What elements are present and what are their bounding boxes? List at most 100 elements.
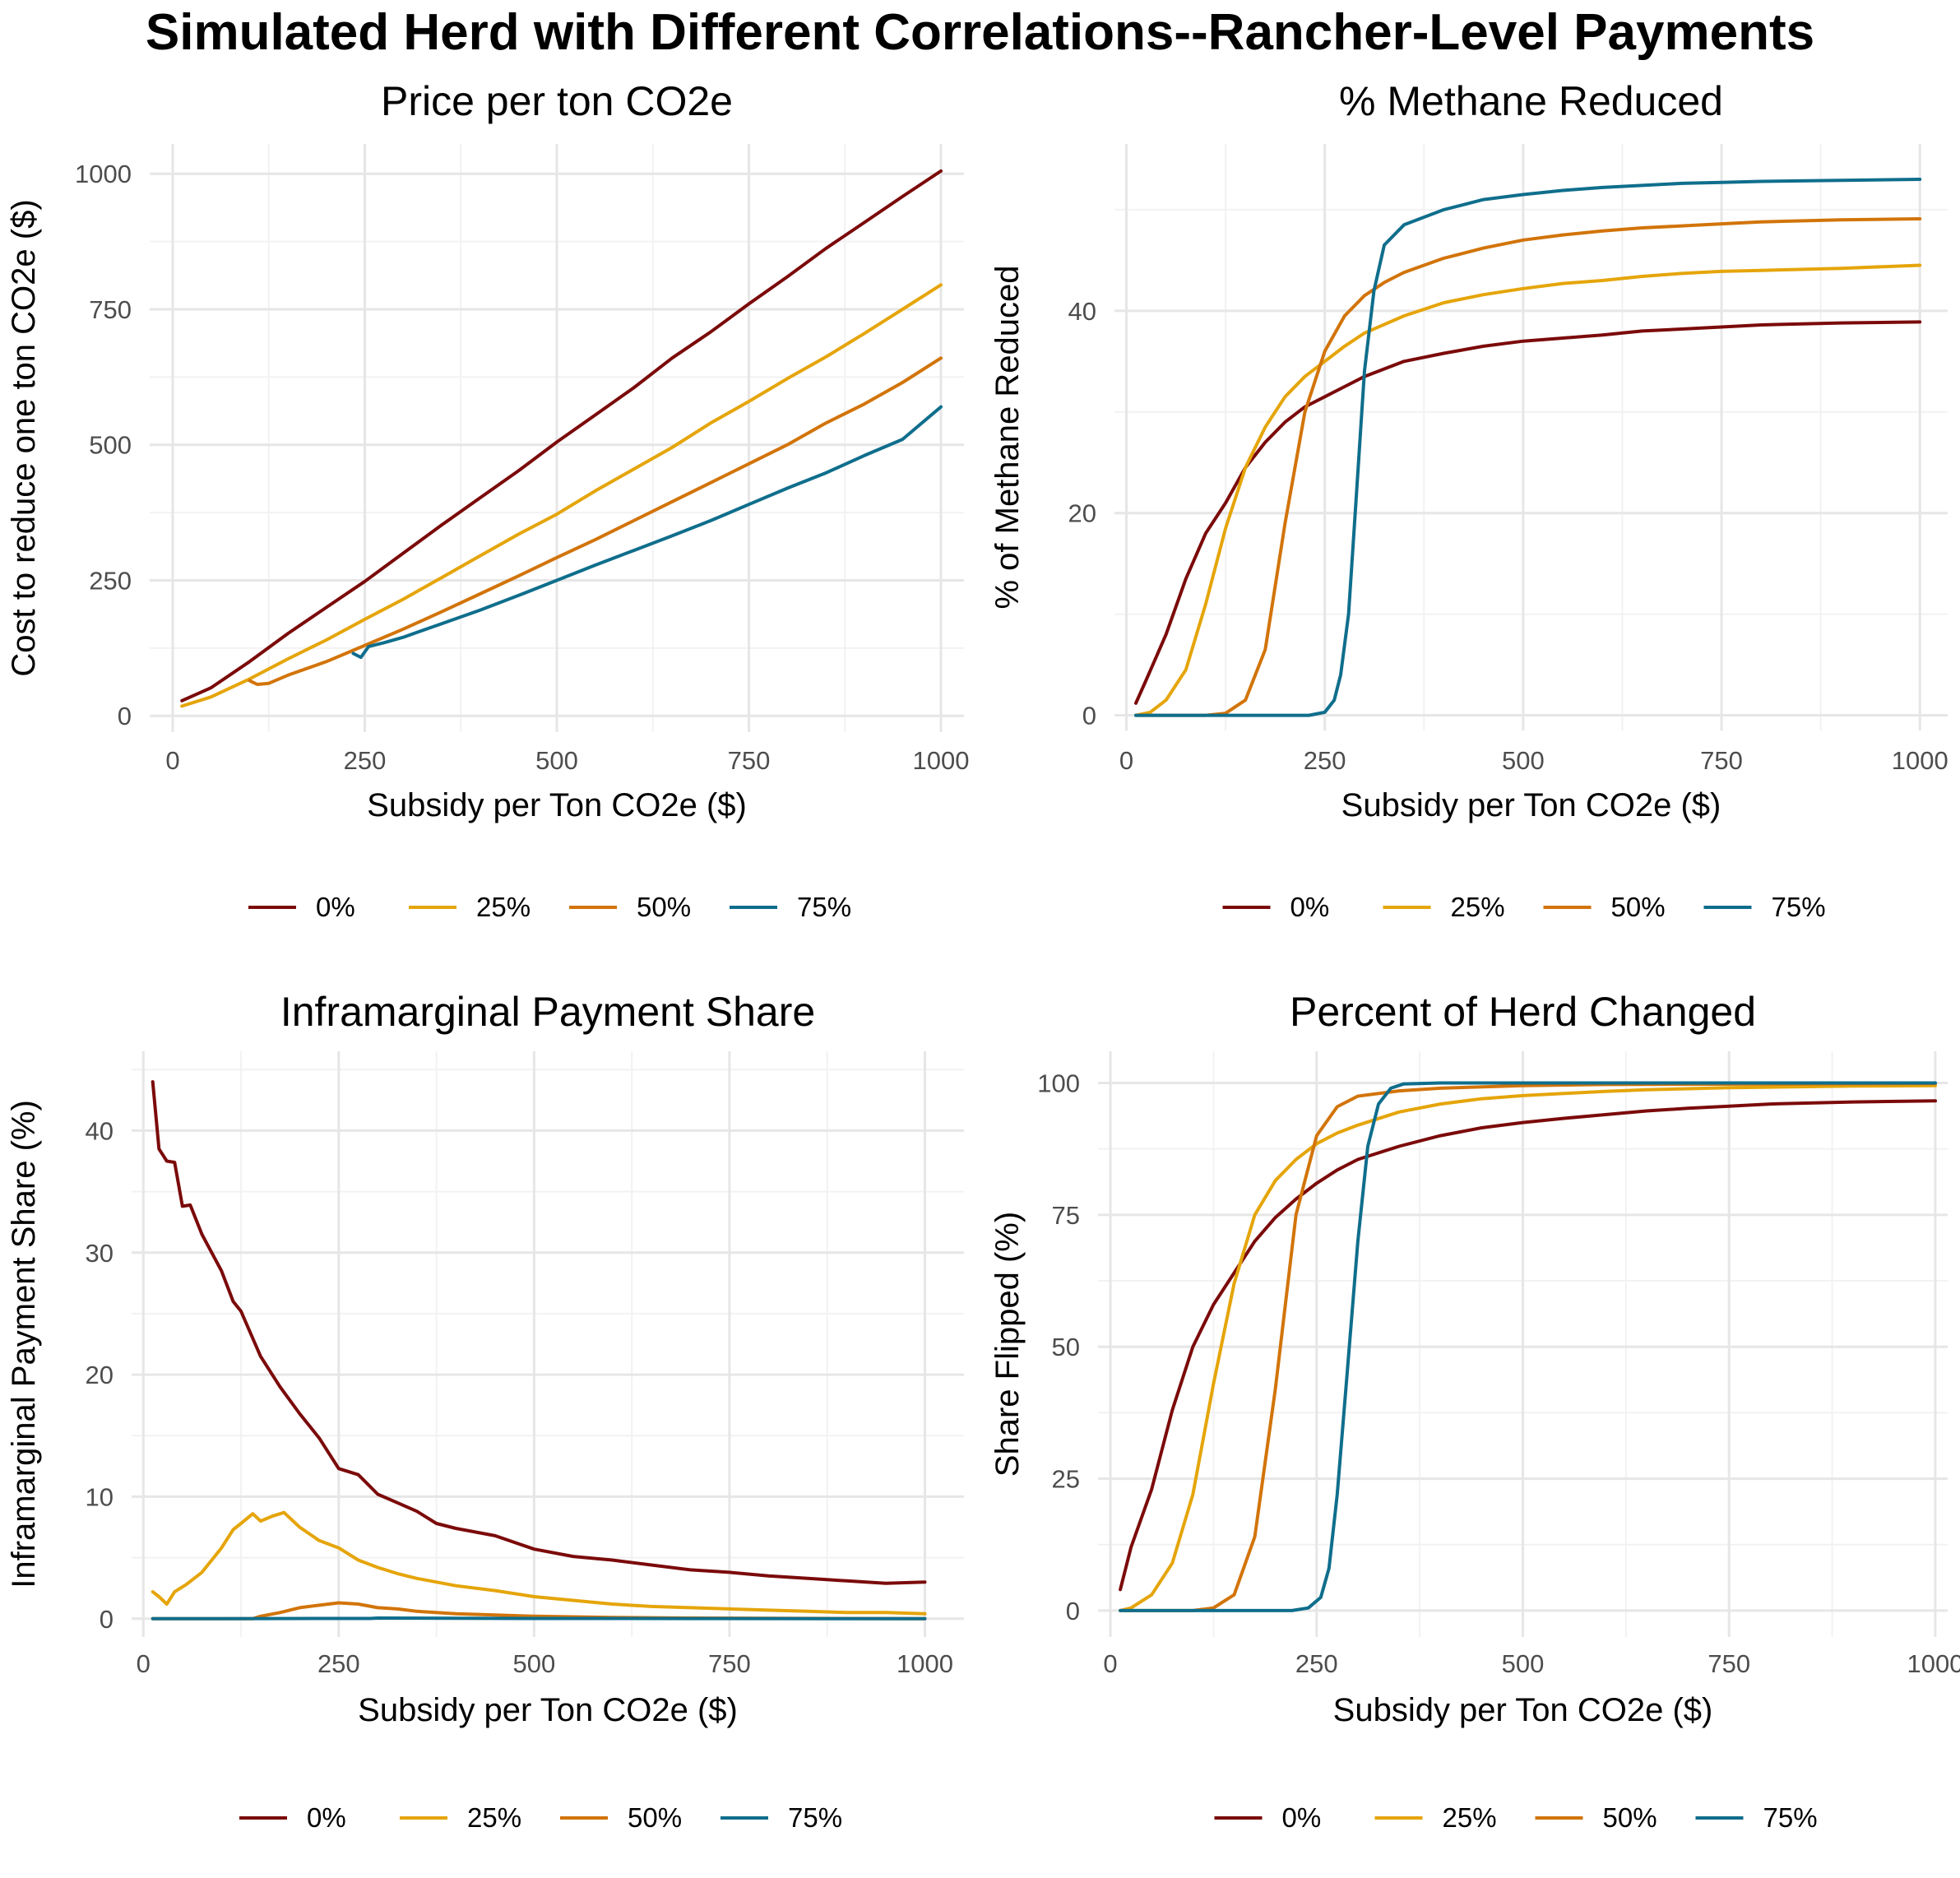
legend-label: 0% — [1282, 1802, 1322, 1833]
x-axis-label: Subsidy per Ton CO2e ($) — [358, 1692, 738, 1728]
x-tick-label: 750 — [1707, 1649, 1750, 1678]
x-tick-label: 500 — [1502, 746, 1545, 775]
y-tick-label: 20 — [86, 1361, 114, 1389]
page-title: Simulated Herd with Different Correlatio… — [145, 4, 1815, 61]
legend-item: 0% — [239, 1802, 346, 1833]
x-tick-label: 500 — [1502, 1649, 1545, 1678]
chart-panel-methane-reduced: 0 250 500 750 1000 0 20 40 % Methane Reduced Subs… — [989, 78, 1948, 922]
legend-item: 75% — [1695, 1802, 1818, 1833]
chart-panel-price-per-ton: 0 250 500 750 1000 0 250 500 750 1000 Price per to… — [6, 78, 969, 922]
legend-label: 75% — [1772, 892, 1826, 922]
legend-label: 25% — [467, 1802, 521, 1833]
y-tick-label: 20 — [1068, 499, 1096, 528]
legend-item: 0% — [1222, 892, 1330, 922]
x-axis-label: Subsidy per Ton CO2e ($) — [1341, 787, 1721, 823]
legend-item: 75% — [1703, 892, 1826, 922]
y-tick-label: 40 — [86, 1116, 114, 1145]
legend-label: 0% — [316, 892, 355, 922]
x-tick-label: 250 — [317, 1649, 360, 1678]
x-tick-label: 1000 — [897, 1649, 953, 1678]
y-tick-label: 10 — [86, 1482, 114, 1511]
x-tick-label: 250 — [344, 746, 387, 775]
x-axis-label: Subsidy per Ton CO2e ($) — [367, 787, 747, 823]
panel-title: Inframarginal Payment Share — [280, 989, 815, 1035]
legend-label: 75% — [797, 892, 851, 922]
series-line-75pct — [351, 405, 943, 660]
y-axis-label: % of Methane Reduced — [989, 265, 1026, 609]
y-tick-label: 25 — [1052, 1465, 1080, 1494]
legend-item: 50% — [560, 1802, 682, 1833]
x-tick-label: 500 — [513, 1649, 556, 1678]
series-line-25pct — [151, 1510, 927, 1616]
y-tick-label: 0 — [118, 702, 132, 730]
y-tick-label: 0 — [1082, 702, 1096, 730]
x-tick-label: 1000 — [912, 746, 969, 775]
y-tick-label: 250 — [89, 566, 132, 595]
y-tick-label: 1000 — [75, 160, 132, 188]
legend-label: 25% — [1451, 892, 1505, 922]
series-line-25pct — [180, 283, 943, 708]
x-tick-label: 250 — [1304, 746, 1346, 775]
y-tick-label: 40 — [1068, 297, 1096, 326]
series-line-50pct — [151, 1601, 927, 1621]
legend-item: 0% — [1214, 1802, 1322, 1833]
series-line-75pct — [1134, 178, 1922, 717]
panel-title: % Methane Reduced — [1339, 78, 1723, 124]
legend-label: 50% — [637, 892, 691, 922]
series-line-50pct — [1119, 1082, 1937, 1612]
y-tick-label: 100 — [1037, 1069, 1080, 1097]
x-tick-label: 750 — [728, 746, 771, 775]
series-line-50pct — [248, 356, 943, 686]
legend-label: 0% — [1290, 892, 1330, 922]
series-line-25pct — [1119, 1083, 1937, 1612]
x-tick-label: 0 — [1103, 1649, 1117, 1678]
legend-label: 50% — [1611, 892, 1666, 922]
chart-panel-herd-changed: 0 250 500 750 1000 0 25 50 75 100 Percent of Herd … — [989, 989, 1960, 1833]
series-line-0pct — [151, 1080, 927, 1585]
x-tick-label: 750 — [1700, 746, 1743, 775]
legend-label: 50% — [1603, 1802, 1657, 1833]
legend-label: 25% — [476, 892, 531, 922]
legend-label: 0% — [307, 1802, 346, 1833]
legend-item: 75% — [730, 892, 851, 922]
y-tick-label: 0 — [1066, 1597, 1080, 1625]
legend-item: 75% — [721, 1802, 842, 1833]
legend-item: 25% — [400, 1802, 521, 1833]
legend-label: 50% — [628, 1802, 682, 1833]
chart-panel-inframarginal-share: 0 250 500 750 1000 0 10 20 30 40 Inframarginal Pay… — [6, 989, 964, 1833]
y-axis-label: Cost to reduce one ton CO2e ($) — [6, 199, 42, 676]
x-tick-label: 750 — [708, 1649, 751, 1678]
x-tick-label: 0 — [137, 1649, 151, 1678]
y-tick-label: 0 — [100, 1605, 114, 1634]
y-axis-label: Share Flipped (%) — [989, 1212, 1026, 1477]
x-tick-label: 1000 — [1907, 1649, 1960, 1678]
y-axis-label: Inframarginal Payment Share (%) — [6, 1100, 42, 1588]
series-line-50pct — [1134, 217, 1922, 717]
x-tick-label: 250 — [1295, 1649, 1338, 1678]
y-tick-label: 500 — [89, 431, 132, 460]
legend-item: 25% — [1374, 1802, 1497, 1833]
panel-title: Percent of Herd Changed — [1290, 989, 1756, 1035]
panel-title: Price per ton CO2e — [381, 78, 733, 124]
series-line-25pct — [1134, 263, 1922, 717]
legend-item: 50% — [1535, 1802, 1657, 1833]
legend-label: 75% — [1763, 1802, 1818, 1833]
y-tick-label: 75 — [1052, 1201, 1080, 1230]
y-tick-label: 750 — [89, 295, 132, 324]
y-tick-label: 30 — [86, 1239, 114, 1268]
legend-item: 25% — [409, 892, 531, 922]
legend-item: 25% — [1383, 892, 1505, 922]
x-tick-label: 1000 — [1892, 746, 1948, 775]
x-tick-label: 0 — [1119, 746, 1133, 775]
series-line-75pct — [1119, 1081, 1937, 1612]
legend-item: 50% — [1543, 892, 1666, 922]
legend-label: 25% — [1443, 1802, 1497, 1833]
legend-label: 75% — [788, 1802, 842, 1833]
y-tick-label: 50 — [1052, 1333, 1080, 1361]
series-line-0pct — [1119, 1099, 1937, 1592]
x-tick-label: 500 — [535, 746, 578, 775]
x-axis-label: Subsidy per Ton CO2e ($) — [1333, 1692, 1713, 1728]
series-line-75pct — [151, 1616, 927, 1621]
x-tick-label: 0 — [165, 746, 179, 775]
